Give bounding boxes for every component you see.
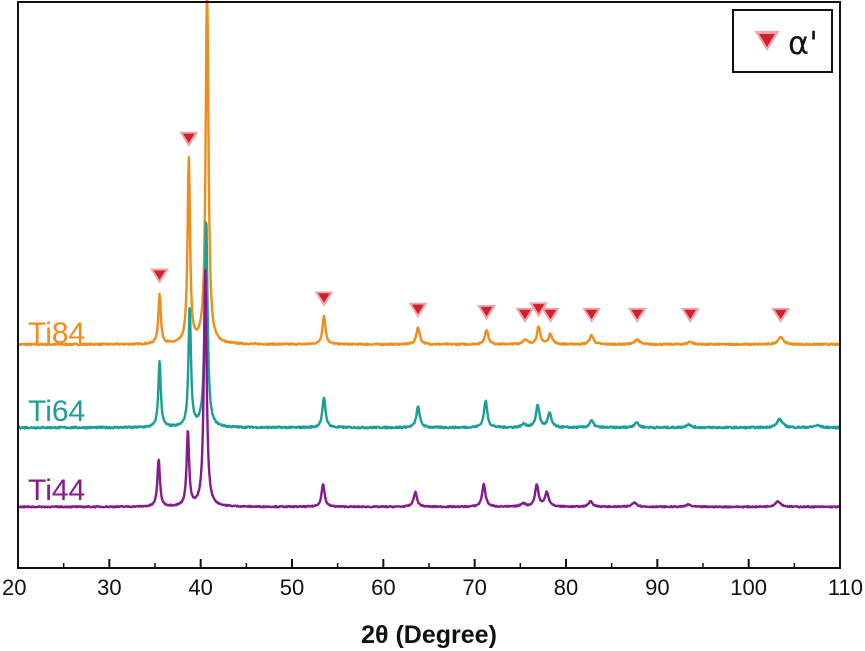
plot-frame [17,1,841,569]
phase-marker-icon [585,309,598,320]
x-tick-label: 60 [371,575,395,600]
series-line-ti64 [17,221,841,430]
x-tick-label: 70 [462,575,486,600]
phase-marker-icon [153,270,166,280]
phase-marker-icon [480,306,493,317]
legend-box [732,9,833,73]
phase-marker-icon [774,309,787,320]
x-tick-label: 50 [280,575,304,600]
phase-marker-icon [684,309,697,320]
x-tick-label: 30 [97,575,121,600]
legend-marker-core-icon [759,34,775,47]
series-layer [16,0,841,509]
series-labels: Ti84 Ti64 Ti44 [28,317,85,507]
series-label-ti44: Ti44 [28,474,85,507]
phase-marker-icon [544,309,557,320]
legend-label: α' [788,24,818,62]
x-tick-label: 110 [828,575,863,600]
series-label-ti64: Ti64 [28,395,85,428]
x-tick-label: 40 [188,575,212,600]
phase-marker-icon [519,309,531,320]
phase-marker-icon [532,304,545,314]
x-axis-title: 2θ (Degree) [361,621,497,649]
series-label-ti84: Ti84 [28,317,85,350]
x-tick-label: 100 [730,575,767,600]
phase-markers [150,131,791,324]
x-tick-label: 90 [645,575,669,600]
phase-marker-icon [631,309,644,320]
phase-marker-icon [412,304,424,315]
x-axis: 20 30 40 50 60 70 80 90 100 110 [2,559,863,600]
series-line-ti44 [17,268,841,509]
phase-marker-icon [318,293,330,303]
series-line-ti84 [16,0,841,347]
x-tick-label: 80 [554,575,578,600]
x-tick-label: 20 [2,575,26,600]
phase-marker-icon [182,133,195,144]
legend: α' [732,9,833,73]
